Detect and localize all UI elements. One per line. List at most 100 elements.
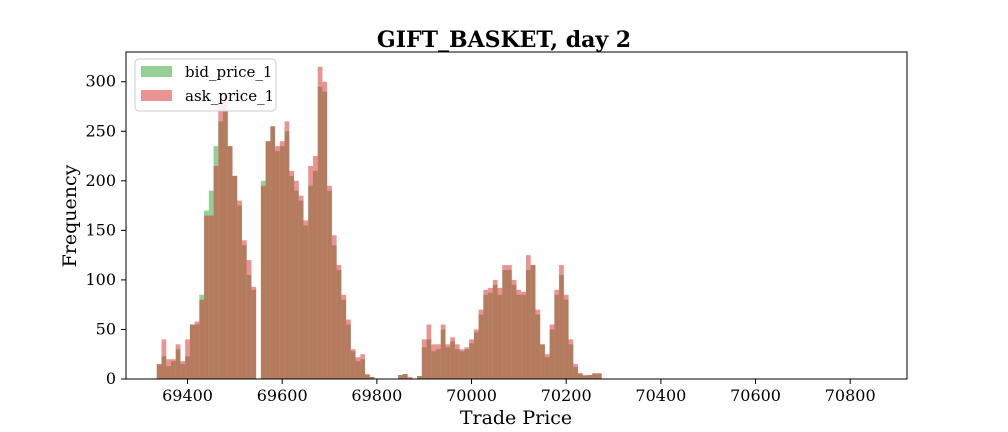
y-tick-label: 250 [85,121,116,140]
y-tick-label: 300 [85,72,116,91]
histogram-bar [237,200,242,379]
histogram-bar [223,96,228,379]
histogram-bar [312,156,318,379]
axes-frame [125,51,908,380]
histogram-bar [507,265,512,379]
histogram-bar [327,185,332,379]
histogram-bar [251,286,257,379]
histogram-bar [426,324,432,379]
x-tick-label: 70200 [541,386,592,405]
histogram-bar [445,344,451,379]
y-tick-label: 0 [106,369,116,388]
y-tick-label: 200 [85,171,116,190]
x-tick-label: 69400 [162,386,213,405]
histogram-bar [341,294,347,379]
x-tick-label: 69800 [351,386,402,405]
histogram-bar [156,364,162,379]
histogram-bar [204,215,209,379]
histogram-bar [497,287,503,379]
x-tick-label: 70600 [730,386,781,405]
histogram-bar [199,299,205,379]
y-tick-label: 100 [85,270,116,289]
histogram-bar [530,265,536,379]
histogram-bar [208,215,214,379]
histogram-bar [596,373,602,379]
histogram-bar [407,377,413,379]
histogram-bar [563,294,569,379]
x-axis-label: Trade Price [460,407,572,429]
histogram-bar [516,289,522,379]
histogram-bar [421,339,427,379]
histogram-bar [189,324,195,379]
histogram-bar [232,175,238,379]
histogram-bar [270,126,276,379]
histogram-bar [440,324,446,379]
series-ask_price_1 [156,66,602,380]
legend-label: ask_price_1 [185,87,274,105]
histogram-bar [398,375,403,379]
histogram-bar [473,329,479,379]
x-tick-label: 69600 [257,386,308,405]
legend-label: bid_price_1 [185,63,272,81]
histogram-bar [279,141,285,379]
histogram-bar [265,141,271,379]
histogram-bar [431,344,437,379]
histogram-bar [587,375,593,379]
histogram-bar [417,376,422,379]
histogram-bar [549,324,555,379]
histogram-bar [213,165,219,379]
histogram-bar [554,289,560,379]
legend-swatch [141,66,172,77]
histogram-bar [350,349,356,379]
histogram-bar [578,373,583,379]
histogram-bar [369,377,375,379]
histogram-bar [275,146,280,379]
histogram-bar [194,321,200,379]
histogram-bar [294,180,299,379]
y-tick-label: 150 [85,220,116,239]
histogram-bar [180,361,186,379]
histogram-bar [246,260,252,379]
legend-swatch [141,90,172,101]
histogram-bar [317,66,323,380]
x-tick-label: 70000 [446,386,497,405]
histogram-bar [525,255,531,379]
histogram-bar [464,347,470,379]
histogram-bar [402,374,408,379]
histogram-bar [336,265,342,379]
histogram-bar [483,289,489,379]
histogram-bar [540,344,545,379]
histogram-bar [185,339,190,379]
histogram-bar [511,279,517,379]
histogram-bar [573,364,579,379]
histogram-bar [161,339,167,379]
histogram-bar [241,240,247,379]
histogram-bar [303,220,309,379]
plot-area [156,66,602,380]
histogram-bar [346,319,351,379]
y-axis: 0 50 100 150 200 250 300 [85,72,126,388]
histogram-bar [559,265,564,379]
histogram-bar [582,375,588,379]
histogram-bar [454,344,460,379]
histogram-bar [488,287,493,379]
histogram-bar [308,165,313,379]
histogram-bar [289,170,295,379]
x-axis: 69400 69600 69800 70000 70200 70400 70600 70800 [162,379,876,405]
histogram-bar [298,195,304,379]
histogram-bar [322,81,328,379]
histogram-bar [544,354,550,379]
histogram-bar [355,357,361,379]
histogram-bar [360,354,366,379]
histogram-bar [331,235,337,379]
histogram-bar [170,359,176,379]
x-tick-label: 70400 [635,386,686,405]
histogram-bar [227,146,233,379]
histogram-bar [502,265,508,379]
histogram-bar [450,337,455,379]
histogram-bar [469,339,474,379]
histogram-bar [478,309,484,379]
histogram-bar [436,344,441,379]
x-tick-label: 70800 [825,386,876,405]
